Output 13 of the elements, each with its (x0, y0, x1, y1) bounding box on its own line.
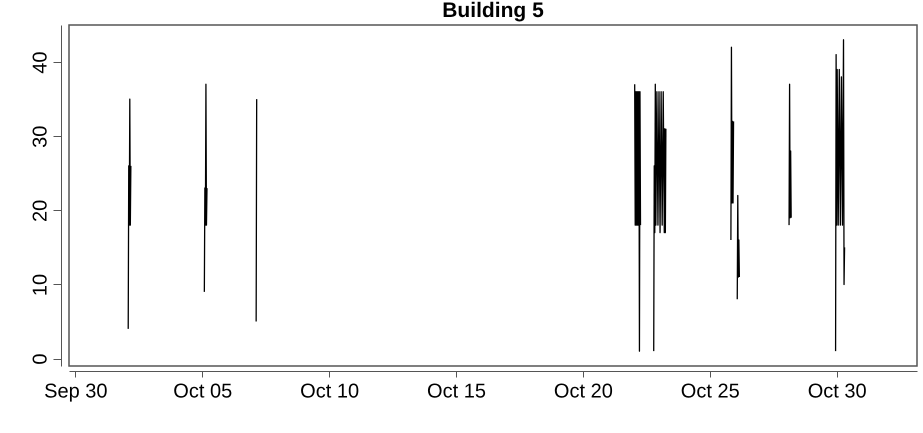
x-tick-label: Oct 10 (300, 380, 360, 402)
x-tick-label: Oct 20 (554, 380, 613, 402)
x-tick-label: Oct 05 (173, 380, 232, 402)
x-tick-label: Oct 25 (680, 380, 740, 402)
y-tick-label: 30 (30, 126, 52, 148)
x-tick-label: Sep 30 (44, 380, 108, 402)
x-tick-label: Oct 30 (808, 380, 867, 402)
x-tick-label: Oct 15 (427, 380, 486, 402)
y-tick-label: 10 (30, 274, 52, 296)
y-tick-label: 40 (30, 51, 52, 74)
y-tick-label: 20 (30, 200, 52, 222)
y-tick-label: 0 (30, 354, 52, 365)
chart-title: Building 5 (442, 0, 544, 22)
